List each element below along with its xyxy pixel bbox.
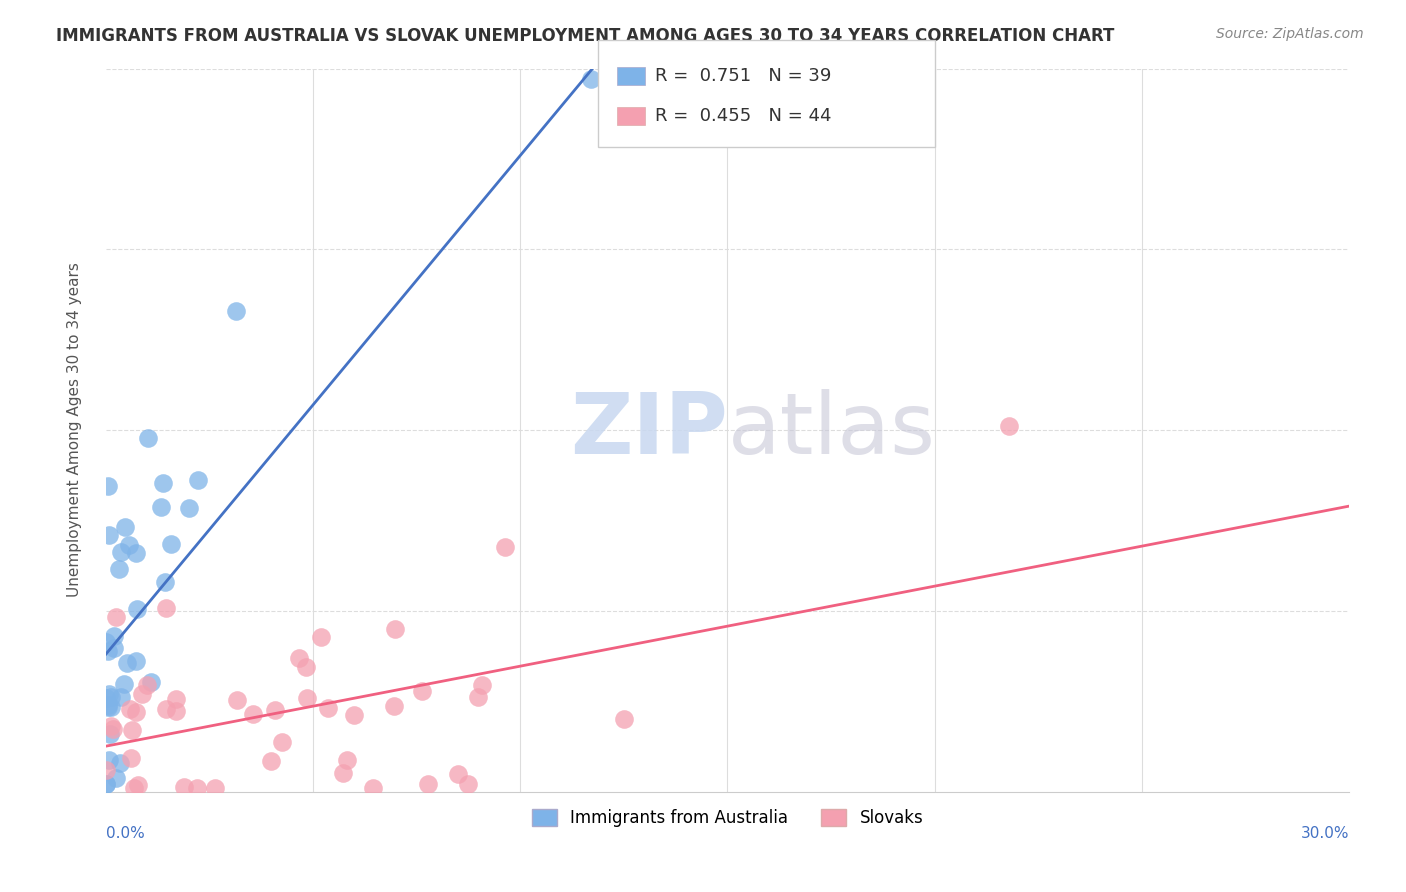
Point [263, 702, 285, 716]
Point [153, 575, 176, 590]
Point [226, 693, 249, 707]
Point [96, 777, 118, 791]
Point [97, 700, 120, 714]
Point [225, 304, 247, 318]
Point [155, 702, 177, 716]
Point [97, 479, 120, 493]
Point [295, 691, 318, 706]
Point [110, 690, 132, 704]
Text: atlas: atlas [727, 389, 935, 472]
Point [121, 723, 143, 737]
Point [125, 654, 148, 668]
Point [98, 727, 121, 741]
Point [118, 538, 141, 552]
Point [316, 701, 339, 715]
Point [98, 753, 121, 767]
Point [295, 660, 318, 674]
Point [131, 687, 153, 701]
Point [112, 677, 135, 691]
Point [115, 656, 138, 670]
Point [579, 72, 602, 87]
Point [104, 610, 127, 624]
Point [613, 712, 636, 726]
Point [998, 419, 1021, 434]
Point [110, 756, 132, 770]
Point [155, 601, 177, 615]
Point [108, 562, 131, 576]
Point [270, 734, 292, 748]
Point [97, 698, 120, 712]
Point [165, 704, 187, 718]
Point [110, 545, 132, 559]
Point [494, 540, 516, 554]
Point [177, 501, 200, 516]
Point [139, 675, 162, 690]
Point [98, 528, 121, 542]
Point [127, 778, 149, 792]
Point [136, 431, 159, 445]
Point [94, 764, 117, 778]
Point [100, 718, 122, 732]
Point [122, 780, 145, 795]
Point [186, 780, 208, 795]
Point [173, 780, 195, 794]
Point [411, 684, 433, 698]
Point [103, 629, 125, 643]
Text: ZIP: ZIP [569, 389, 727, 472]
Point [149, 500, 172, 514]
Point [288, 651, 311, 665]
Point [165, 691, 187, 706]
Point [103, 722, 125, 736]
Point [336, 753, 359, 767]
Point [159, 537, 181, 551]
Point [125, 546, 148, 560]
Point [96, 777, 118, 791]
Point [332, 765, 354, 780]
Point [309, 630, 332, 644]
Text: Unemployment Among Ages 30 to 34 years: Unemployment Among Ages 30 to 34 years [67, 262, 83, 598]
Point [100, 699, 122, 714]
Point [94, 634, 117, 648]
Point [343, 708, 366, 723]
Point [135, 678, 157, 692]
Point [242, 706, 264, 721]
Point [467, 690, 489, 705]
Point [471, 677, 494, 691]
Text: R =  0.455   N = 44: R = 0.455 N = 44 [655, 107, 832, 125]
Point [125, 705, 148, 719]
Point [105, 771, 128, 785]
Point [100, 690, 122, 704]
Point [416, 777, 439, 791]
Point [125, 602, 148, 616]
Text: IMMIGRANTS FROM AUSTRALIA VS SLOVAK UNEMPLOYMENT AMONG AGES 30 TO 34 YEARS CORRE: IMMIGRANTS FROM AUSTRALIA VS SLOVAK UNEM… [56, 27, 1115, 45]
Point [447, 767, 470, 781]
Point [363, 780, 385, 795]
Point [97, 643, 120, 657]
Point [103, 641, 125, 656]
Point [118, 701, 141, 715]
Point [641, 72, 664, 87]
Point [204, 780, 226, 795]
Text: 0.0%: 0.0% [105, 826, 145, 841]
Point [260, 754, 283, 768]
Legend: Immigrants from Australia, Slovaks: Immigrants from Australia, Slovaks [524, 803, 929, 834]
Point [152, 475, 174, 490]
Text: 30.0%: 30.0% [1301, 826, 1348, 841]
Point [187, 473, 209, 487]
Point [382, 698, 405, 713]
Point [98, 687, 121, 701]
Point [120, 751, 142, 765]
Point [457, 776, 479, 790]
Point [384, 622, 406, 636]
Point [114, 519, 136, 533]
Text: R =  0.751   N = 39: R = 0.751 N = 39 [655, 67, 831, 85]
Point [94, 691, 117, 706]
Text: Source: ZipAtlas.com: Source: ZipAtlas.com [1216, 27, 1364, 41]
